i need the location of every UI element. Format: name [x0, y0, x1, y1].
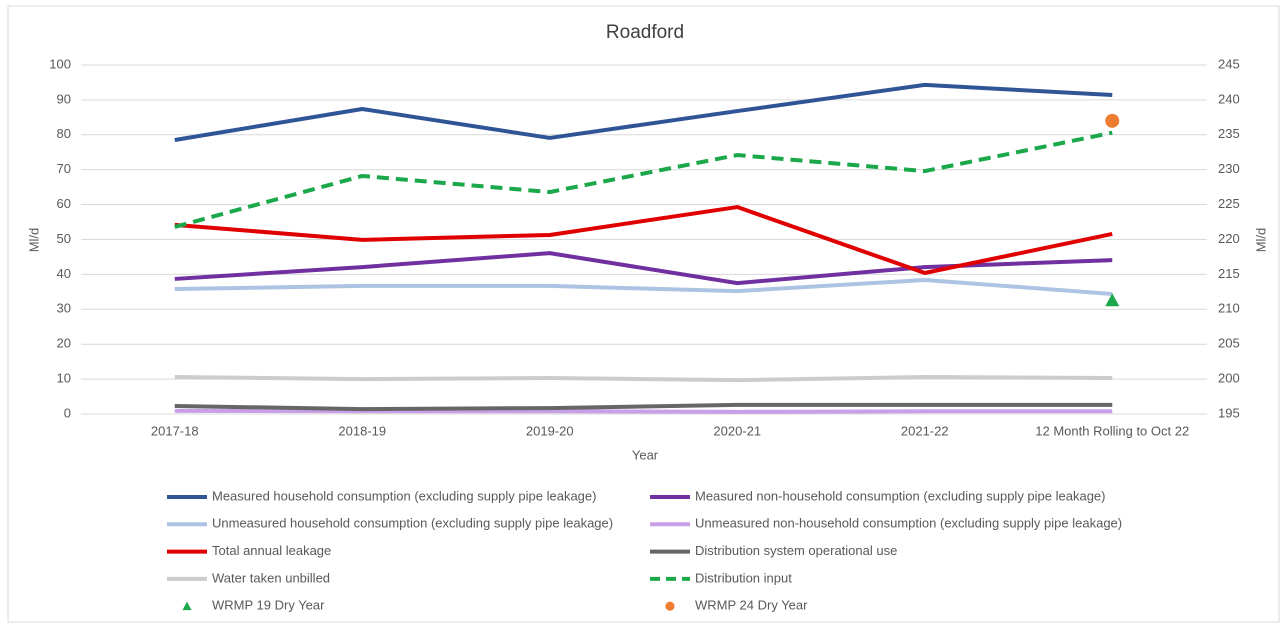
marker — [1105, 293, 1120, 307]
y2-tick-label: 245 — [1218, 56, 1240, 71]
marker — [1105, 113, 1120, 128]
y-tick-label: 50 — [57, 231, 71, 246]
y2-tick-label: 225 — [1218, 196, 1240, 211]
legend-label: Distribution system operational use — [695, 543, 897, 558]
y-axis-label: Ml/d — [26, 228, 41, 253]
legend-label: Measured household consumption (excludin… — [212, 488, 596, 503]
legend-label: Unmeasured non-household consumption (ex… — [695, 516, 1122, 531]
chart-title: Roadford — [606, 22, 684, 43]
y2-tick-label: 240 — [1218, 91, 1240, 106]
y2-tick-label: 200 — [1218, 371, 1240, 386]
y-tick-label: 40 — [57, 266, 71, 281]
y-tick-label: 0 — [64, 405, 71, 420]
y-tick-label: 90 — [57, 91, 71, 106]
y2-tick-label: 210 — [1218, 301, 1240, 316]
legend-label: Distribution input — [695, 570, 792, 585]
series-line — [174, 82, 1113, 143]
series-line — [174, 205, 1113, 276]
x-tick-label: 12 Month Rolling to Oct 22 — [1035, 423, 1189, 438]
x-tick-label: 2017-18 — [151, 423, 199, 438]
series-line — [174, 277, 1113, 296]
legend-marker — [665, 601, 675, 611]
y-tick-label: 100 — [49, 56, 71, 71]
y-tick-label: 60 — [57, 196, 71, 211]
series-line — [174, 402, 1113, 412]
x-axis-label: Year — [632, 447, 659, 462]
legend-label: Unmeasured household consumption (exclud… — [212, 516, 613, 531]
y2-tick-label: 205 — [1218, 336, 1240, 351]
legend-label: Water taken unbilled — [212, 570, 330, 585]
legend-label: WRMP 24 Dry Year — [695, 598, 808, 613]
y-tick-label: 30 — [57, 301, 71, 316]
series-line — [174, 408, 1113, 414]
x-tick-label: 2019-20 — [526, 423, 574, 438]
chart-frame — [7, 5, 1280, 623]
series-line — [174, 375, 1113, 383]
legend-label: Measured non-household consumption (excl… — [695, 488, 1105, 503]
legend-marker — [182, 601, 192, 611]
legend-label: Total annual leakage — [212, 543, 331, 558]
y2-tick-label: 215 — [1218, 266, 1240, 281]
x-tick-label: 2020-21 — [713, 423, 761, 438]
legend-label: WRMP 19 Dry Year — [212, 598, 325, 613]
y-tick-label: 80 — [57, 126, 71, 141]
y2-tick-label: 195 — [1218, 405, 1240, 420]
y2-axis-label: Ml/d — [1253, 228, 1268, 253]
y-tick-label: 20 — [57, 336, 71, 351]
y2-tick-label: 230 — [1218, 161, 1240, 176]
x-tick-label: 2018-19 — [338, 423, 386, 438]
y-tick-label: 10 — [57, 371, 71, 386]
y-tick-label: 70 — [57, 161, 71, 176]
y2-tick-label: 220 — [1218, 231, 1240, 246]
y2-tick-label: 235 — [1218, 126, 1240, 141]
series-line — [174, 130, 1113, 229]
x-tick-label: 2021-22 — [901, 423, 949, 438]
